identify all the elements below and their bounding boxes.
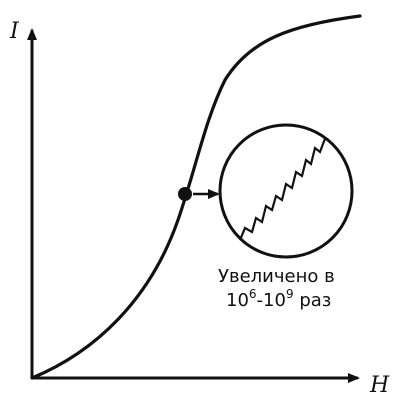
- caption-exp-1: 6: [249, 287, 257, 301]
- caption-exp-2: 9: [286, 287, 294, 301]
- magnetization-curve: [30, 14, 362, 380]
- barkhausen-steps: [238, 135, 328, 241]
- caption-tail: раз: [294, 290, 332, 311]
- x-axis-label: H: [369, 373, 390, 398]
- caption-dash: -: [257, 290, 264, 311]
- y-axis-label: I: [9, 19, 20, 44]
- caption-base-1: 10: [226, 290, 249, 311]
- magnified-view: [218, 123, 354, 259]
- caption-base-2: 10: [263, 290, 286, 311]
- magnified-view-circle: [218, 123, 354, 259]
- highlight-point: [178, 187, 192, 201]
- caption-line-2: 106-109 раз: [226, 287, 331, 311]
- caption-line-1: Увеличено в: [218, 266, 335, 287]
